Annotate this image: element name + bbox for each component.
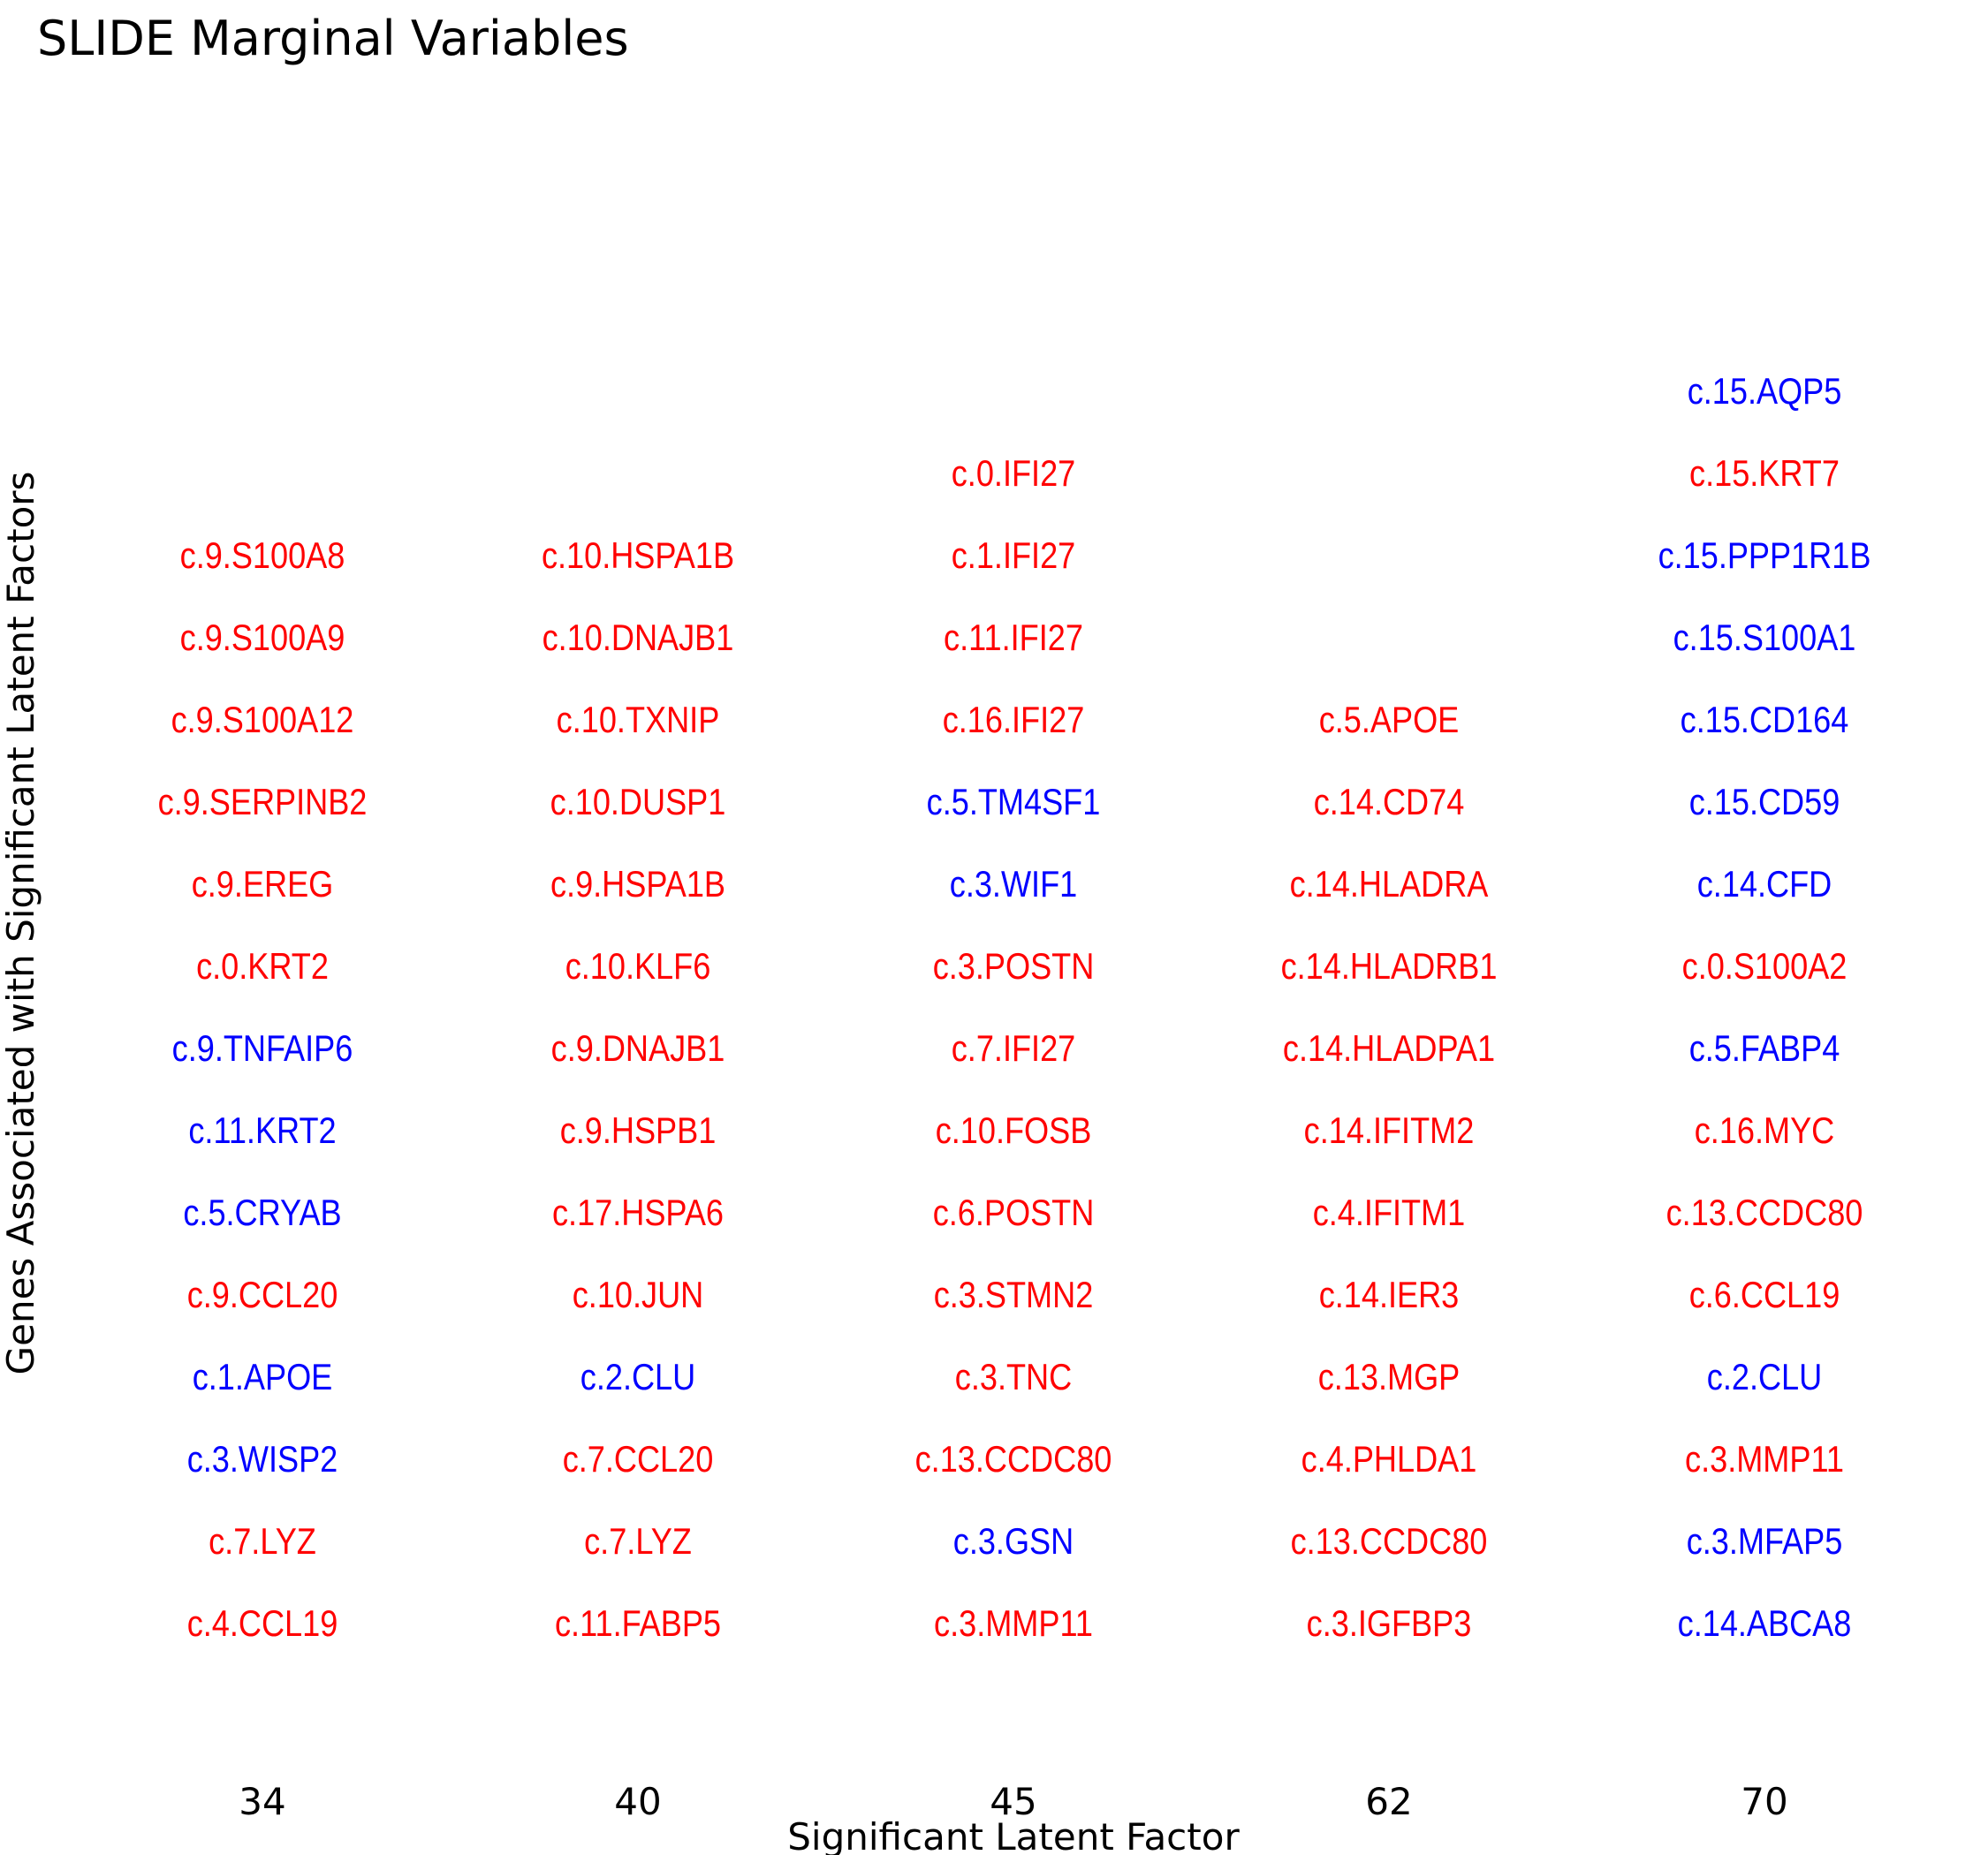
gene-label: c.4.IFITM1 — [1313, 1193, 1466, 1234]
gene-label: c.14.IER3 — [1319, 1276, 1460, 1316]
gene-label: c.10.JUN — [573, 1276, 703, 1316]
gene-label: c.9.S100A12 — [171, 700, 354, 741]
gene-label: c.10.FOSB — [936, 1111, 1092, 1152]
gene-label: c.13.CCDC80 — [915, 1440, 1112, 1480]
gene-label: c.14.HLADRB1 — [1281, 947, 1498, 988]
gene-label: c.3.TNC — [955, 1358, 1072, 1398]
gene-label: c.9.DNAJB1 — [551, 1029, 725, 1070]
gene-label: c.1.IFI27 — [952, 536, 1075, 577]
x-tick-label: 40 — [614, 1780, 661, 1823]
gene-label: c.15.KRT7 — [1689, 454, 1840, 495]
gene-label: c.0.IFI27 — [952, 454, 1075, 495]
gene-label: c.1.APOE — [193, 1358, 333, 1398]
gene-label: c.14.CFD — [1697, 865, 1832, 905]
gene-label: c.9.S100A9 — [180, 618, 345, 659]
gene-label: c.17.HSPA6 — [552, 1193, 724, 1234]
gene-label: c.3.WIF1 — [950, 865, 1077, 905]
gene-label: c.7.LYZ — [584, 1522, 692, 1563]
gene-label: c.5.TM4SF1 — [927, 783, 1101, 823]
gene-label: c.11.IFI27 — [944, 618, 1083, 659]
gene-label: c.9.HSPB1 — [560, 1111, 717, 1152]
gene-label: c.15.AQP5 — [1688, 372, 1842, 413]
gene-label: c.16.MYC — [1695, 1111, 1835, 1152]
gene-label: c.3.MFAP5 — [1687, 1522, 1843, 1563]
gene-label: c.6.POSTN — [933, 1193, 1095, 1234]
gene-label: c.3.IGFBP3 — [1307, 1604, 1472, 1645]
gene-label: c.6.CCL19 — [1689, 1276, 1840, 1316]
gene-label: c.7.IFI27 — [952, 1029, 1075, 1070]
gene-label: c.14.ABCA8 — [1678, 1604, 1852, 1645]
x-tick-label: 34 — [239, 1780, 285, 1823]
x-axis-ticks: 34 40 45 62 70 — [239, 1780, 1787, 1823]
gene-label: c.14.HLADPA1 — [1283, 1029, 1495, 1070]
gene-label: c.14.IFITM2 — [1304, 1111, 1475, 1152]
gene-label: c.0.S100A2 — [1682, 947, 1848, 988]
gene-label: c.13.CCDC80 — [1666, 1193, 1863, 1234]
gene-label: c.2.CLU — [580, 1358, 695, 1398]
gene-label: c.3.MMP11 — [934, 1604, 1093, 1645]
gene-label: c.9.SERPINB2 — [158, 783, 368, 823]
gene-label: c.10.HSPA1B — [542, 536, 734, 577]
gene-label: c.3.WISP2 — [187, 1440, 338, 1480]
gene-label: c.5.CRYAB — [183, 1193, 341, 1234]
gene-label: c.14.CD74 — [1314, 783, 1465, 823]
gene-label: c.10.TXNIP — [557, 700, 720, 741]
gene-label: c.4.PHLDA1 — [1301, 1440, 1477, 1480]
y-axis-title: Genes Associated with Significant Latent… — [0, 472, 42, 1375]
gene-label: c.15.CD164 — [1681, 700, 1849, 741]
gene-label: c.13.CCDC80 — [1291, 1522, 1488, 1563]
x-tick-label: 45 — [990, 1780, 1036, 1823]
gene-label: c.9.TNFAIP6 — [172, 1029, 353, 1070]
gene-label: c.11.FABP5 — [555, 1604, 721, 1645]
chart-title: SLIDE Marginal Variables — [37, 11, 629, 66]
gene-label: c.15.PPP1R1B — [1658, 536, 1871, 577]
gene-label: c.4.CCL19 — [187, 1604, 338, 1645]
x-tick-label: 62 — [1365, 1780, 1412, 1823]
gene-labels: c.4.CCL19 c.7.LYZ c.3.WISP2 c.1.APOE c.9.CCL… — [158, 372, 1871, 1645]
gene-label: c.7.CCL20 — [563, 1440, 714, 1480]
gene-label: c.3.POSTN — [933, 947, 1095, 988]
gene-label: c.15.CD59 — [1689, 783, 1840, 823]
gene-label: c.5.FABP4 — [1689, 1029, 1840, 1070]
gene-label: c.9.HSPA1B — [550, 865, 725, 905]
gene-label: c.10.KLF6 — [565, 947, 711, 988]
gene-label: c.3.STMN2 — [934, 1276, 1094, 1316]
gene-label: c.3.GSN — [953, 1522, 1074, 1563]
gene-label: c.9.EREG — [192, 865, 334, 905]
gene-label: c.0.KRT2 — [196, 947, 329, 988]
gene-label: c.9.S100A8 — [180, 536, 345, 577]
gene-label: c.16.IFI27 — [943, 700, 1085, 741]
gene-label: c.14.HLADRA — [1290, 865, 1490, 905]
gene-label: c.5.APOE — [1319, 700, 1460, 741]
x-tick-label: 70 — [1741, 1780, 1787, 1823]
gene-label: c.10.DUSP1 — [550, 783, 726, 823]
gene-label: c.15.S100A1 — [1673, 618, 1856, 659]
gene-label: c.9.CCL20 — [187, 1276, 338, 1316]
gene-label: c.13.MGP — [1318, 1358, 1461, 1398]
gene-label: c.2.CLU — [1707, 1358, 1822, 1398]
gene-label: c.7.LYZ — [209, 1522, 316, 1563]
gene-label: c.11.KRT2 — [188, 1111, 336, 1152]
x-axis-title: Significant Latent Factor — [787, 1815, 1240, 1855]
gene-label: c.10.DNAJB1 — [543, 618, 734, 659]
gene-label: c.3.MMP11 — [1685, 1440, 1844, 1480]
